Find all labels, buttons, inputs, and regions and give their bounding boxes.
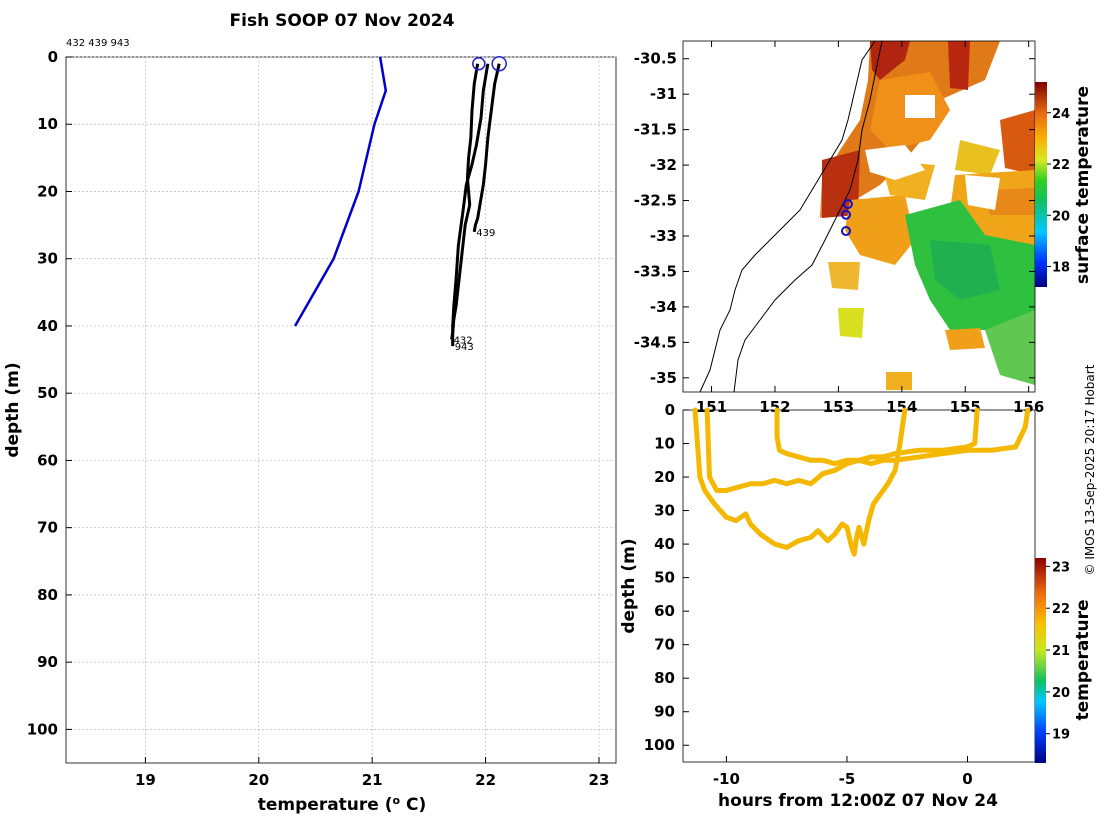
y-tick-label: 50 bbox=[37, 384, 58, 402]
sst-field bbox=[699, 41, 1035, 392]
y-tick-label: 100 bbox=[27, 720, 58, 738]
profile-label-943: 943 bbox=[455, 342, 474, 353]
dt-y-tick-label: 50 bbox=[654, 569, 675, 587]
map-y-tick-label: -32 bbox=[650, 156, 677, 174]
map-y-tick-label: -31.5 bbox=[634, 121, 677, 139]
profile-label-439: 439 bbox=[476, 228, 495, 239]
dt-y-tick-label: 100 bbox=[644, 736, 675, 754]
profile-lines: 432 439 943 bbox=[293, 55, 507, 353]
dt-y-tick-label: 30 bbox=[654, 502, 675, 520]
map-y-tick-label: -35 bbox=[650, 369, 677, 387]
dt-y-tick-label: 10 bbox=[654, 435, 675, 453]
y-tick-label: 40 bbox=[37, 317, 58, 335]
map-y-tick-label: -33 bbox=[650, 227, 677, 245]
climatology-line bbox=[293, 56, 388, 327]
profile-id-list: 432 439 943 bbox=[66, 38, 130, 49]
map-x-tick-label: 151 bbox=[696, 398, 727, 416]
depth-time-tracks bbox=[692, 407, 1031, 557]
dt-x-tick-label: 0 bbox=[962, 770, 972, 788]
map-y-tick-label: -34 bbox=[650, 298, 677, 316]
dt-y-tick-label: 20 bbox=[654, 468, 675, 486]
profile-y-ticks: 0 10 20 30 40 50 60 70 80 90 100 bbox=[27, 48, 72, 738]
dt-y-tick-label: 60 bbox=[654, 602, 675, 620]
sst-colorbar-tick-label: 24 bbox=[1052, 107, 1070, 122]
map-x-tick-label: 152 bbox=[759, 398, 790, 416]
map-x-tick-label: 155 bbox=[950, 398, 981, 416]
dt-y-tick-label: 70 bbox=[654, 636, 675, 654]
depth-time-track bbox=[692, 407, 908, 557]
profile-grid bbox=[66, 56, 616, 763]
y-tick-label: 70 bbox=[37, 519, 58, 537]
station-marker bbox=[840, 209, 851, 220]
profile-label-432: 432 bbox=[454, 335, 473, 346]
sst-colorbar-tick-label: 18 bbox=[1052, 261, 1070, 276]
map-x-tick-label: 153 bbox=[823, 398, 854, 416]
y-tick-label: 10 bbox=[37, 115, 58, 133]
profile-y-label: depth (m) bbox=[3, 362, 23, 457]
x-tick-label: 19 bbox=[135, 771, 156, 789]
temp-colorbar-tick-label: 19 bbox=[1052, 728, 1070, 743]
sst-colorbar-ticks: 18 20 22 24 bbox=[1047, 107, 1070, 276]
dt-y-tick-label: 80 bbox=[654, 669, 675, 687]
sst-colorbar-label: surface temperature bbox=[1073, 86, 1093, 284]
y-tick-label: 20 bbox=[37, 182, 58, 200]
map-y-tick-label: -31 bbox=[650, 85, 677, 103]
dt-y-tick-label: 40 bbox=[654, 535, 675, 553]
depth-time-x-label: hours from 12:00Z 07 Nov 24 bbox=[718, 791, 998, 811]
station-marker bbox=[842, 199, 853, 210]
sst-colorbar-tick-label: 22 bbox=[1052, 158, 1070, 173]
profile-x-ticks: 19 20 21 22 23 bbox=[135, 757, 609, 789]
temperature-colorbar bbox=[1035, 558, 1046, 763]
map-ticks: -30.5 -31 -31.5 -32 -32.5 -33 -33.5 -34 -34.5 -35… bbox=[634, 41, 1044, 416]
x-tick-label: 20 bbox=[248, 771, 269, 789]
temperature-colorbar-ticks: 19 20 21 22 23 bbox=[1046, 560, 1070, 743]
temp-colorbar-tick-label: 22 bbox=[1052, 602, 1070, 617]
profile-start-marker bbox=[491, 55, 507, 72]
profile-frame bbox=[65, 56, 617, 764]
depth-time-track bbox=[774, 407, 980, 467]
sst-map-panel: -30.5 -31 -31.5 -32 -32.5 -33 -33.5 -34 -34.5 -35… bbox=[634, 40, 1093, 416]
sst-colorbar-tick-label: 20 bbox=[1052, 209, 1070, 224]
map-y-tick-label: -33.5 bbox=[634, 262, 677, 280]
y-tick-label: 90 bbox=[37, 653, 58, 671]
temp-colorbar-tick-label: 21 bbox=[1052, 644, 1070, 659]
depth-time-panel: 0 10 20 30 40 50 60 70 80 90 100 -10 -5 0 hours from … bbox=[619, 401, 1093, 811]
dt-y-tick-label: 90 bbox=[654, 703, 675, 721]
x-tick-label: 22 bbox=[475, 771, 496, 789]
map-x-tick-label: 156 bbox=[1013, 398, 1044, 416]
profile-panel: 19 20 21 22 23 0 10 20 30 40 50 60 70 80 90 100 432 439… bbox=[3, 38, 617, 815]
depth-time-track bbox=[704, 407, 1031, 493]
map-stations bbox=[840, 199, 853, 237]
y-tick-label: 80 bbox=[37, 586, 58, 604]
temperature-colorbar-label: temperature bbox=[1073, 599, 1093, 720]
dt-x-tick-label: -5 bbox=[839, 770, 856, 788]
dt-y-tick-label: 0 bbox=[665, 401, 675, 419]
profile-start-marker bbox=[472, 56, 486, 71]
x-tick-label: 21 bbox=[362, 771, 383, 789]
depth-time-ticks: 0 10 20 30 40 50 60 70 80 90 100 -10 -5 0 bbox=[644, 401, 973, 788]
dt-x-tick-label: -10 bbox=[713, 770, 740, 788]
sst-colorbar bbox=[1035, 82, 1047, 287]
profile-line-943 bbox=[451, 63, 490, 347]
map-x-tick-label: 154 bbox=[886, 398, 917, 416]
y-tick-label: 0 bbox=[48, 48, 58, 66]
station-marker bbox=[840, 226, 851, 237]
x-tick-label: 23 bbox=[589, 771, 610, 789]
y-tick-label: 30 bbox=[37, 250, 58, 268]
map-y-tick-label: -32.5 bbox=[634, 192, 677, 210]
depth-time-y-label: depth (m) bbox=[619, 538, 639, 633]
temp-colorbar-tick-label: 20 bbox=[1052, 686, 1070, 701]
map-y-tick-label: -30.5 bbox=[634, 50, 677, 68]
credit-text: © IMOS 13-Sep-2025 20:17 Hobart bbox=[1083, 364, 1097, 575]
y-tick-label: 60 bbox=[37, 451, 58, 469]
map-y-tick-label: -34.5 bbox=[634, 333, 677, 351]
profile-x-label: temperature (o C) bbox=[258, 794, 427, 815]
profile-line-439 bbox=[472, 63, 501, 233]
temp-colorbar-tick-label: 23 bbox=[1052, 560, 1070, 575]
chart-title: Fish SOOP 07 Nov 2024 bbox=[230, 11, 455, 31]
